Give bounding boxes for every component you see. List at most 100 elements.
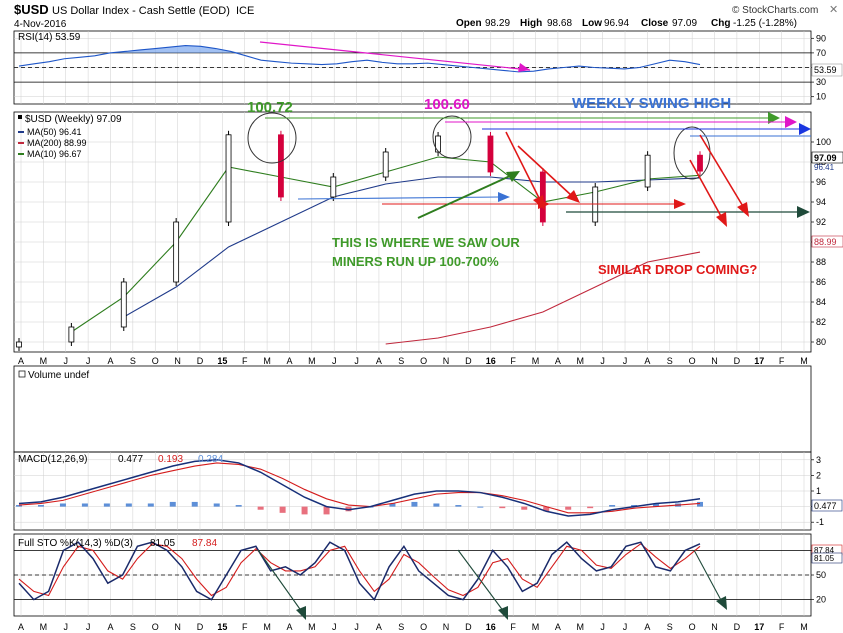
x-axis-bottom-tick: F [510,622,516,632]
macd-hist-bar [147,503,154,507]
rsi-tick-label: 70 [816,48,826,58]
macd-tick-label: 2 [816,470,821,480]
x-axis-bottom-tick: N [174,622,181,632]
price-grid [14,112,811,352]
x-axis-bottom-tick: F [242,622,248,632]
price-frame [13,111,812,353]
macd-hist-bar [411,501,418,507]
x-axis-price-tick: D [734,356,741,366]
candle-body [120,281,127,328]
close-label: Close [641,18,669,29]
macd-hist-bar [631,505,638,507]
ma200-label: MA(200) 88.99 [27,138,87,148]
x-axis-bottom-tick: D [197,622,204,632]
swing-high-arrowhead [799,123,811,135]
x-axis-bottom-tick: M [532,622,540,632]
macd-line [18,459,701,517]
macd-hist-bar [191,501,198,507]
peak2-circle [432,115,472,159]
sto-panel: Full STO %K(14,3) %D(3) 81.05 87.84 8050… [14,534,843,620]
x-axis-bottom-tick: J [354,622,359,632]
ma200-line [385,251,701,345]
macd-tick-label: 1 [816,486,821,496]
vol-frame [13,365,812,453]
x-axis-bottom-tick: J [332,622,337,632]
price-label: $USD (Weekly) 97.09 [25,114,122,125]
macd-axis: 3210-1 [811,455,824,527]
sto-k-value: 81.05 [150,538,175,549]
x-axis-price-tick: F [779,356,785,366]
x-axis-bottom-tick: O [152,622,159,632]
drop-arrowhead-1 [533,195,545,210]
x-axis-bottom-tick: M [308,622,316,632]
price-axis: 10098969492908886848280 [811,137,831,347]
macd-hist-bar [543,506,550,512]
macd-signal-line [18,462,701,514]
peak2-label: 100.60 [424,96,470,113]
drop-arrowhead-4 [737,202,749,217]
macd-hist-bar [37,505,44,507]
candle-body [330,176,337,198]
macd-label: MACD(12,26,9) [18,454,87,465]
stockcharts-brand: © StockCharts.com [732,5,818,16]
open-label: Open [456,18,482,29]
x-axis-price-tick: J [63,356,68,366]
x-axis-price-tick: M [577,356,585,366]
drop-arrow-3 [689,159,723,219]
macd-tick-label: -1 [816,517,824,527]
drop-arrow-4 [699,134,745,209]
x-axis-bottom-tick: 16 [486,622,496,632]
macd-hist-bar [301,506,308,515]
x-axis-bottom-tick: S [130,622,136,632]
drop-arrow-1 [505,131,541,201]
support-arrowhead-1 [498,192,510,202]
macd-hist-bar [389,503,396,507]
candle-body [173,221,180,283]
sto-arrowhead-2 [498,606,508,620]
price-tick-label: 92 [816,217,826,227]
x-axis-price-tick: 17 [754,356,764,366]
macd-hist-bar [345,506,352,512]
exchange: ICE [236,5,254,17]
macd-hist-bar [16,505,22,507]
drop-arrow-2 [517,145,573,197]
rsi-tick-label: 10 [816,92,826,102]
macd-tick-label: 3 [816,455,821,465]
rsi-overbought-fill [19,45,700,53]
x-axis-bottom-tick: S [667,622,673,632]
x-axis-bottom-tick: J [600,622,605,632]
macd-hist-bar [103,503,110,507]
x-axis-price-tick: M [263,356,271,366]
peak1-circle [247,112,297,164]
sto-d-tag-text: 87.84 [814,546,835,555]
x-axis-bottom-tick: J [63,622,68,632]
rsi-value-tag-text: 53.59 [814,65,837,75]
candle-body [225,134,232,223]
x-axis-price-tick: 16 [486,356,496,366]
sto-arrowhead-1 [296,606,306,620]
price-legend: $USD (Weekly) 97.09 MA(50) 96.41 MA(200)… [18,114,122,159]
x-axis-bottom-tick: D [465,622,472,632]
x-axis-price-tick: J [600,356,605,366]
candle-body [382,151,389,178]
macd-hist-bar [565,506,572,510]
panel-frames [13,30,812,617]
x-axis-price-tick: S [130,356,136,366]
close-icon[interactable]: ✕ [829,4,838,16]
price-tick-label: 94 [816,197,826,207]
sto-arrow-1 [257,549,303,613]
macd-hist-bar [455,505,462,507]
sto-k-tag [811,552,843,564]
x-axis-price-tick: M [532,356,540,366]
low-label: Low [582,18,602,29]
x-axis-bottom-tick: O [689,622,696,632]
support-arrowhead-3 [674,199,686,209]
ma50-line [123,176,701,318]
macd-tag [811,499,843,512]
candle-body [487,135,494,173]
x-axis-bottom-tick: M [263,622,271,632]
x-axis-bottom-tick: N [443,622,450,632]
rsi-panel: RSI(14) 53.59 9070503010 53.59 [14,31,843,104]
volume-panel: Volume undef [18,370,89,381]
macd-hist-bar [235,505,242,507]
